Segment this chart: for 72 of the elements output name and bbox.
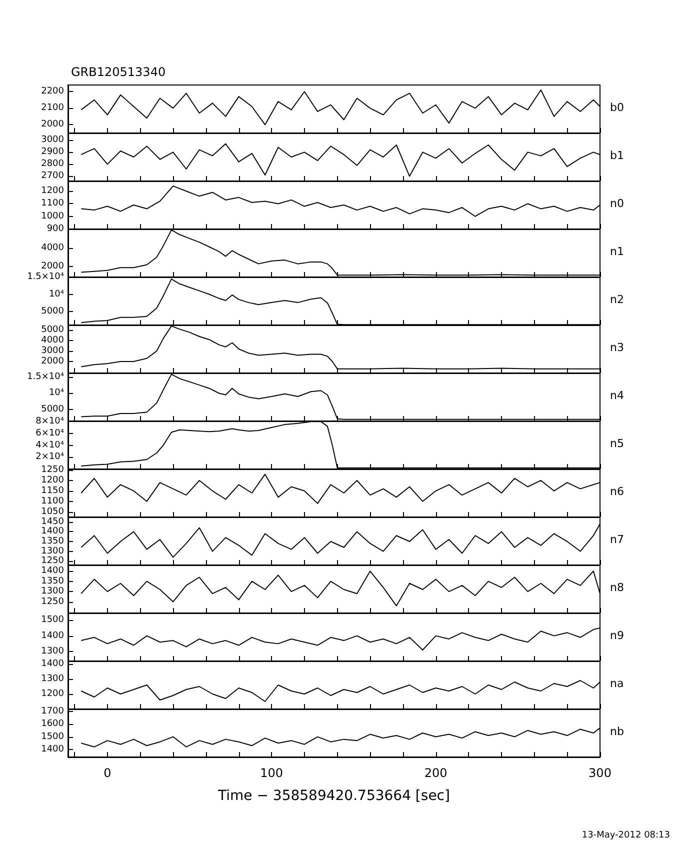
y-tick-label: 1250: [41, 465, 64, 476]
series-label: n7: [610, 533, 624, 546]
series-label: n5: [610, 437, 624, 450]
y-tick-label: 1500: [41, 615, 64, 626]
x-tick-label: 0: [104, 766, 112, 780]
y-tick-label: 4000: [41, 242, 64, 253]
y-tick-label: 3000: [41, 346, 64, 356]
y-tick-label: 2800: [41, 159, 64, 170]
x-tick-label: 300: [588, 766, 612, 780]
y-tick-label: 2×10⁴: [36, 452, 64, 462]
y-tick-label: 1200: [41, 475, 64, 486]
y-tick-label: 2000: [41, 262, 64, 272]
y-tick-label: 1200: [41, 186, 64, 196]
y-tick-label: 1.5×10⁴: [27, 272, 64, 282]
y-tick-label: 8×10⁴: [36, 416, 64, 427]
series-label: n0: [610, 197, 624, 210]
y-tick-label: 1300: [41, 674, 64, 684]
y-tick-label: 1600: [41, 719, 64, 730]
y-tick-label: 1450: [41, 516, 64, 527]
series-label: b1: [610, 149, 624, 162]
y-tick-label: 2200: [41, 86, 64, 97]
series-label: n8: [610, 581, 624, 594]
y-tick-label: 6×10⁴: [36, 428, 64, 438]
series-label: nb: [610, 725, 624, 738]
y-tick-label: 1000: [41, 211, 64, 222]
y-tick-label: 2100: [41, 103, 64, 114]
y-tick-label: 2900: [41, 147, 64, 158]
y-tick-label: 10⁴: [48, 388, 64, 398]
series-label: na: [610, 677, 624, 690]
y-tick-label: 2000: [41, 356, 64, 367]
y-tick-label: 3000: [41, 135, 64, 146]
y-tick-label: 5000: [41, 325, 64, 336]
series-label: n3: [610, 341, 624, 354]
x-tick-label: 100: [260, 766, 284, 780]
x-tick-label: 200: [424, 766, 448, 780]
y-tick-label: 1350: [41, 536, 64, 546]
y-tick-label: 1150: [41, 486, 64, 496]
y-tick-label: 900: [46, 224, 64, 234]
y-tick-label: 4000: [41, 336, 64, 346]
series-label: n9: [610, 629, 624, 642]
y-tick-label: 1400: [41, 744, 64, 754]
series-label: n1: [610, 245, 624, 258]
y-tick-label: 1500: [41, 732, 64, 742]
y-tick-label: 1400: [41, 526, 64, 537]
series-label: n4: [610, 389, 624, 402]
y-tick-label: 1.5×10⁴: [27, 372, 64, 382]
y-tick-label: 10⁴: [48, 289, 64, 300]
y-tick-label: 1200: [41, 689, 64, 699]
x-axis-title: Time − 358589420.753664 [sec]: [217, 788, 450, 804]
y-tick-label: 1250: [41, 596, 64, 607]
y-tick-label: 1250: [41, 556, 64, 566]
y-tick-label: 2000: [41, 120, 64, 130]
text: 13-May-2012 08:13: [582, 830, 670, 840]
y-tick-label: 1350: [41, 576, 64, 586]
y-tick-label: 1100: [41, 198, 64, 209]
y-tick-label: 1300: [41, 586, 64, 597]
y-tick-label: 1300: [41, 546, 64, 556]
y-tick-label: 1400: [41, 630, 64, 641]
series-label: b0: [610, 101, 624, 114]
y-tick-label: 1400: [41, 659, 64, 669]
chart-title: GRB120513340: [71, 65, 166, 79]
y-tick-label: 5000: [41, 404, 64, 415]
y-tick-label: 1100: [41, 496, 64, 506]
y-tick-label: 1400: [41, 566, 64, 576]
y-tick-label: 4×10⁴: [36, 440, 64, 450]
series-label: n6: [610, 485, 624, 498]
y-tick-label: 1050: [41, 506, 64, 517]
y-tick-label: 1700: [41, 706, 64, 717]
y-tick-label: 2700: [41, 171, 64, 182]
y-tick-label: 5000: [41, 306, 64, 317]
y-tick-label: 1300: [41, 646, 64, 657]
series-label: n2: [610, 293, 624, 306]
